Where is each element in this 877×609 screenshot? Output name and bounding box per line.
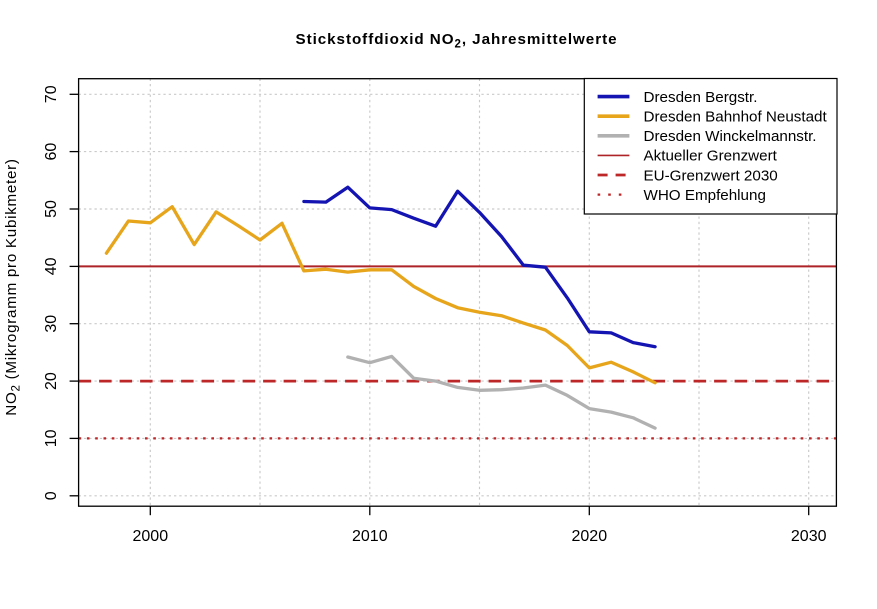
svg-text:40: 40	[43, 257, 60, 275]
svg-text:2000: 2000	[133, 528, 169, 545]
svg-text:NO2 (Mikrogramm pro Kubikmeter: NO2 (Mikrogramm pro Kubikmeter)	[3, 158, 23, 415]
svg-text:2030: 2030	[791, 528, 827, 545]
svg-text:Dresden Bergstr.: Dresden Bergstr.	[644, 89, 758, 106]
svg-text:Dresden Bahnhof Neustadt: Dresden Bahnhof Neustadt	[644, 109, 828, 126]
svg-text:EU-Grenzwert 2030: EU-Grenzwert 2030	[644, 167, 778, 184]
svg-text:70: 70	[43, 85, 60, 103]
svg-text:60: 60	[43, 143, 60, 161]
svg-text:Stickstoffdioxid NO2, Jahresmi: Stickstoffdioxid NO2, Jahresmittelwerte	[296, 31, 618, 51]
svg-text:50: 50	[43, 200, 60, 218]
svg-text:Aktueller Grenzwert: Aktueller Grenzwert	[644, 148, 778, 165]
svg-text:20: 20	[43, 372, 60, 390]
svg-text:WHO Empfehlung: WHO Empfehlung	[644, 187, 766, 204]
svg-text:0: 0	[43, 491, 60, 500]
svg-text:10: 10	[43, 429, 60, 447]
svg-text:2010: 2010	[352, 528, 388, 545]
svg-text:Dresden Winckelmannstr.: Dresden Winckelmannstr.	[644, 128, 817, 145]
svg-text:2020: 2020	[572, 528, 608, 545]
svg-text:30: 30	[43, 315, 60, 333]
